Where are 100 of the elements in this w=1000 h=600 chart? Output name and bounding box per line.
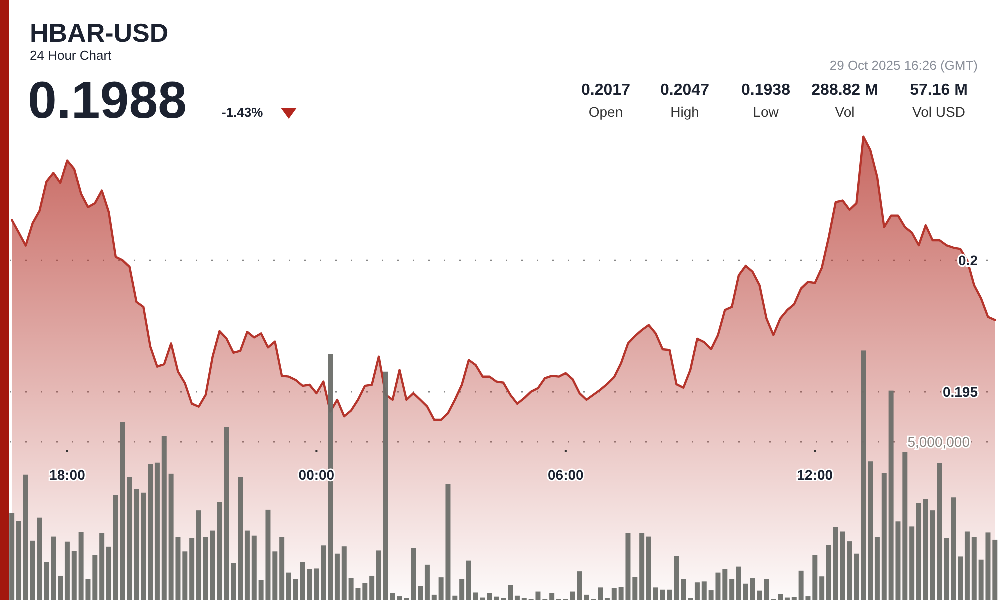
bar [736,566,742,600]
bar [840,532,846,600]
x-tick-label: 06:00 [548,467,584,483]
bar [113,495,118,600]
bar [182,552,188,600]
bar [812,555,818,600]
bar [972,537,977,600]
bar [694,582,700,600]
bar [826,545,832,600]
annotation: 0.2047 [660,82,710,99]
annotation: Open [588,104,624,120]
bar [196,510,202,600]
bar [418,586,424,600]
bar [730,579,735,600]
bar [424,564,430,600]
annotation: High [670,104,700,120]
bar [334,554,340,600]
bar [778,594,784,600]
bar [154,462,160,600]
bar [820,576,825,600]
bar [632,577,638,600]
bar [750,578,756,600]
bar [882,473,887,600]
bar [792,597,797,600]
bar [923,499,928,600]
bar [30,540,36,600]
bar [106,546,112,600]
bar [910,526,915,600]
bar [342,546,347,600]
bar [508,585,514,600]
bar [868,462,874,600]
bar [646,536,652,600]
bar [411,548,416,600]
bar [660,590,666,600]
bar [190,538,195,600]
bar [473,592,478,600]
annotation: Vol [835,104,855,120]
bar [930,510,936,600]
bar [874,537,880,600]
annotation: 29 Oct 2025 16:26 (GMT) [830,58,978,73]
bar [58,576,64,600]
bar [64,542,70,600]
bar [452,596,458,600]
bar [992,540,998,600]
bar [72,551,77,600]
bar [598,588,604,600]
bar [286,572,292,600]
annotation: 57.16 M [910,82,968,99]
bar [148,464,154,600]
text: HBAR-USD [30,18,169,48]
bar [280,537,285,600]
bar [293,579,298,600]
bar [570,592,576,600]
bar [238,477,244,600]
bar [92,555,98,600]
bar [743,584,748,600]
annotation: 0.2017 [582,82,631,99]
x-tick-label: 18:00 [50,467,86,483]
bar [916,503,922,600]
bar [640,533,645,600]
bar [514,596,520,600]
bar [203,537,208,600]
bar [902,452,908,600]
bar [550,593,555,600]
bar [958,556,964,600]
bar [210,530,216,600]
bar [702,582,707,600]
bar [964,532,970,600]
bar [460,579,465,600]
bar [861,350,866,600]
annotation: 288.82 M [812,82,878,99]
annotation: Low [753,104,780,120]
annotation: 0.1938 [742,82,791,99]
bar [120,422,126,600]
bar [432,594,437,600]
bar [722,569,728,600]
bar [466,560,472,600]
bar [16,521,22,600]
bar [231,563,236,600]
bar [383,372,388,600]
bar [951,498,956,600]
text: 24 Hour Chart [30,48,112,63]
bar [362,583,368,600]
bar [612,588,617,600]
bar [272,552,278,600]
bar [321,546,326,600]
bar [244,530,250,600]
annotation: Vol USD [912,104,966,120]
bar [23,474,28,600]
bar [252,536,257,600]
bar [300,562,306,600]
bar [833,527,838,600]
y2-tick-label: 5,000,000 [908,434,970,450]
bar [51,536,56,600]
x-tick-label: 12:00 [797,467,834,483]
bar [390,593,396,600]
bar [653,588,658,600]
bar [681,579,686,600]
bar [100,533,105,600]
bar [376,550,382,600]
